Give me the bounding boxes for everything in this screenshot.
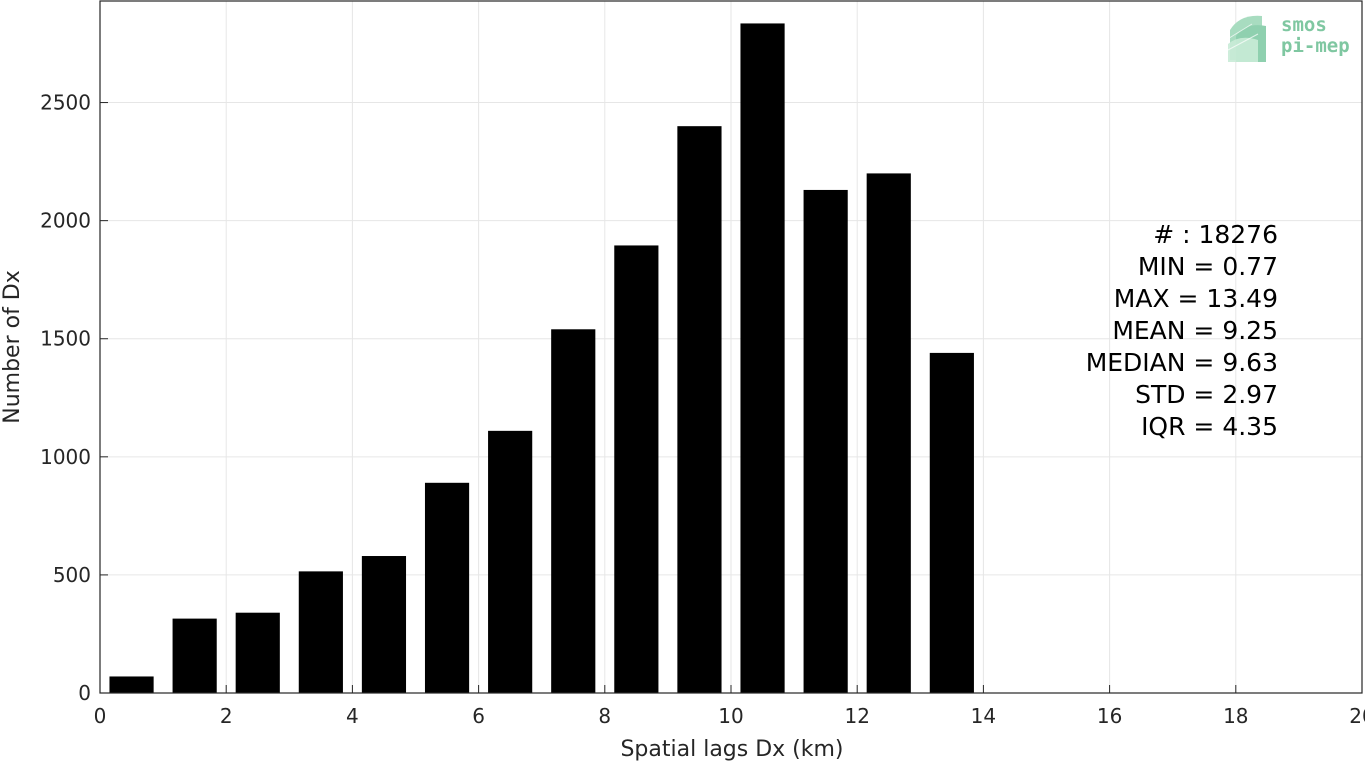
x-tick-label: 18 [1223,704,1248,728]
stat-line: STD = 2.97 [1135,380,1278,409]
stat-line: MAX = 13.49 [1114,284,1278,313]
histogram-bar [298,571,343,693]
x-tick-label: 0 [94,704,107,728]
y-tick-label: 2000 [40,209,91,233]
histogram-bar [929,352,974,693]
logo-text-line2: pi-mep [1281,35,1350,57]
stat-line: MEAN = 9.25 [1112,316,1278,345]
y-tick-label: 500 [53,563,91,587]
bar-series [109,23,974,694]
x-tick-labels: 0 2 4 6 8 10 12 14 16 18 20 [94,704,1365,728]
histogram-bar [361,556,407,693]
statistics-annotation: # : 18276 MIN = 0.77 MAX = 13.49 MEAN = 9.2… [1086,220,1278,441]
x-tick-label: 6 [472,704,485,728]
stat-line: MEDIAN = 9.63 [1086,348,1278,377]
tick-marks [99,102,1363,694]
histogram-bar [488,430,533,693]
histogram-bar [614,245,659,694]
x-axis-title: Spatial lags Dx (km) [620,737,843,762]
y-tick-label: 2500 [40,91,91,115]
y-tick-labels: 0 500 1000 1500 2000 2500 [40,91,91,705]
x-tick-label: 12 [844,704,869,728]
histogram-bar [109,676,154,693]
y-axis-title: Number of Dx [0,270,25,424]
histogram-bar [424,482,470,693]
histogram-bar [551,329,596,693]
stat-line: # : 18276 [1153,220,1278,249]
histogram-bar [172,618,217,693]
x-tick-label: 16 [1097,704,1122,728]
histogram-bar [866,173,911,694]
y-tick-label: 0 [78,681,91,705]
histogram-bar [803,189,848,693]
logo-text-line1: smos [1281,14,1327,36]
y-tick-label: 1000 [40,445,91,469]
x-tick-label: 14 [971,704,996,728]
x-tick-label: 8 [598,704,611,728]
logo-wave-icon [1225,15,1266,62]
x-tick-label: 2 [220,704,233,728]
y-tick-label: 1500 [40,327,91,351]
smos-pi-mep-logo: smos pi-mep [1225,14,1350,62]
x-tick-label: 20 [1349,704,1365,728]
stat-line: MIN = 0.77 [1138,252,1278,281]
stat-line: IQR = 4.35 [1141,412,1278,441]
histogram-bar [677,126,722,693]
histogram-bar [235,612,280,693]
histogram-bar [740,23,785,693]
x-tick-label: 4 [346,704,359,728]
x-tick-label: 10 [718,704,743,728]
